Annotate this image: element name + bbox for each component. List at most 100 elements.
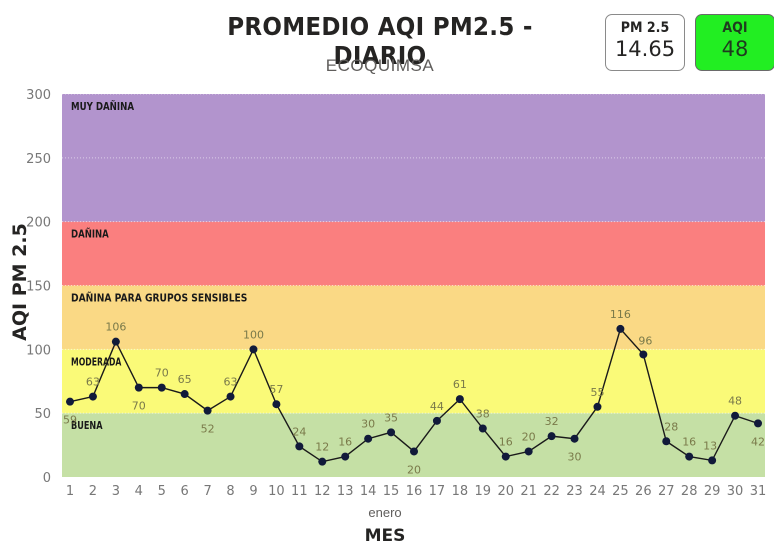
band-moderada — [62, 349, 765, 414]
data-label: 42 — [751, 435, 765, 448]
band-buena — [62, 413, 765, 477]
x-tick-label: 7 — [203, 484, 211, 499]
data-label: 32 — [545, 415, 559, 428]
data-point[interactable] — [754, 419, 762, 428]
data-label: 35 — [384, 411, 398, 424]
x-tick-label: 23 — [566, 484, 583, 499]
data-point[interactable] — [318, 457, 327, 466]
data-point[interactable] — [364, 434, 373, 443]
data-point[interactable] — [295, 442, 304, 451]
x-tick-label: 19 — [475, 484, 492, 499]
pm25-card-value: 14.65 — [614, 37, 676, 61]
data-point[interactable] — [708, 456, 717, 465]
data-label: 30 — [361, 418, 375, 431]
x-axis-sublabel: enero — [368, 505, 402, 520]
data-point[interactable] — [410, 447, 418, 456]
data-point[interactable] — [432, 416, 441, 425]
x-tick-label: 24 — [589, 484, 606, 499]
data-point[interactable] — [570, 434, 579, 443]
data-point[interactable] — [226, 392, 235, 401]
data-point[interactable] — [685, 452, 694, 461]
data-point[interactable] — [501, 452, 510, 461]
x-tick-label: 26 — [635, 484, 652, 499]
x-tick-label: 16 — [406, 484, 423, 499]
x-tick-label: 25 — [612, 484, 629, 499]
band-label: DAÑINA — [71, 228, 110, 241]
x-tick-label: 29 — [704, 484, 721, 499]
data-point[interactable] — [249, 345, 258, 354]
data-label: 57 — [269, 383, 283, 396]
data-point[interactable] — [455, 395, 464, 404]
data-label: 106 — [105, 321, 126, 334]
x-tick-label: 20 — [497, 484, 514, 499]
data-point[interactable] — [593, 402, 602, 411]
x-tick-label: 9 — [249, 484, 257, 499]
data-label: 20 — [522, 430, 536, 443]
x-tick-label: 14 — [360, 484, 377, 499]
data-point[interactable] — [524, 447, 533, 456]
data-label: 61 — [453, 378, 467, 391]
x-tick-label: 8 — [226, 484, 234, 499]
data-point[interactable] — [616, 324, 625, 333]
x-tick-label: 28 — [681, 484, 698, 499]
x-axis-label: MES — [364, 526, 406, 546]
data-label: 30 — [568, 451, 582, 464]
data-label: 16 — [499, 436, 513, 449]
x-tick-label: 1 — [66, 484, 74, 499]
x-tick-label: 2 — [89, 484, 97, 499]
data-point[interactable] — [547, 432, 556, 441]
aqi-card-value: 48 — [721, 37, 749, 61]
x-tick-label: 12 — [314, 484, 331, 499]
x-tick-label: 21 — [520, 484, 537, 499]
data-point[interactable] — [203, 406, 212, 415]
data-label: 65 — [178, 373, 192, 386]
data-point[interactable] — [272, 400, 281, 409]
data-point[interactable] — [88, 392, 97, 401]
data-label: 38 — [476, 407, 490, 420]
x-tick-label: 18 — [452, 484, 469, 499]
data-point[interactable] — [134, 383, 143, 392]
x-tick-label: 11 — [291, 484, 308, 499]
data-point[interactable] — [66, 397, 74, 406]
data-label: 16 — [682, 436, 696, 449]
data-label: 96 — [638, 334, 652, 347]
y-axis-label: AQI PM 2.5 — [9, 223, 31, 341]
aqi-card-label: AQI — [722, 20, 748, 36]
x-tick-label: 10 — [268, 484, 285, 499]
band-label: BUENA — [71, 420, 103, 432]
band-label: MODERADA — [71, 356, 122, 368]
data-label: 16 — [338, 436, 352, 449]
data-point[interactable] — [111, 337, 120, 346]
data-point[interactable] — [180, 390, 189, 399]
x-tick-label: 22 — [543, 484, 560, 499]
x-tick-label: 15 — [383, 484, 400, 499]
data-label: 24 — [292, 425, 306, 438]
band-label: DAÑINA PARA GRUPOS SENSIBLES — [71, 292, 247, 305]
data-label: 12 — [315, 441, 329, 454]
chart-subtitle: ECOQUIMSA — [325, 56, 435, 75]
data-point[interactable] — [387, 428, 396, 437]
data-label: 48 — [728, 395, 742, 408]
data-point[interactable] — [341, 452, 350, 461]
pm25-card: PM 2.5 14.65 — [605, 14, 685, 71]
band-dañina-para-grupos-sensibles — [62, 285, 765, 350]
data-point[interactable] — [731, 411, 740, 420]
data-label: 44 — [430, 400, 444, 413]
data-point[interactable] — [478, 424, 487, 433]
y-tick-label: 250 — [26, 152, 51, 167]
data-point[interactable] — [157, 383, 166, 392]
x-tick-label: 6 — [181, 484, 189, 499]
y-tick-label: 300 — [26, 88, 51, 103]
data-label: 59 — [63, 414, 77, 427]
x-tick-label: 27 — [658, 484, 675, 499]
y-tick-label: 150 — [26, 280, 51, 295]
y-tick-label: 200 — [26, 216, 51, 231]
x-tick-label: 17 — [429, 484, 446, 499]
data-point[interactable] — [639, 350, 648, 359]
y-tick-label: 100 — [26, 343, 51, 358]
data-label: 20 — [407, 463, 421, 476]
x-tick-label: 31 — [750, 484, 767, 499]
data-point[interactable] — [662, 437, 671, 446]
data-label: 63 — [86, 376, 100, 389]
